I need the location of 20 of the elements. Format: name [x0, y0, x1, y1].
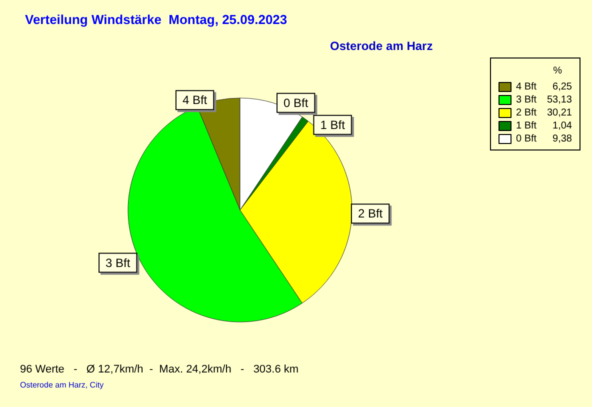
- legend-label: 3 Bft: [516, 94, 537, 106]
- legend-label: 4 Bft: [516, 82, 537, 92]
- data-label: 9,38: [552, 134, 572, 144]
- slice-label: 4 Bft: [182, 93, 208, 108]
- slice-label: 2 Bft: [358, 206, 384, 221]
- legend-title: %: [553, 66, 562, 76]
- category-label: 1 Bft: [320, 118, 345, 132]
- legend-label: 1 Bft: [516, 120, 537, 132]
- text: 96 Werte - Ø 12,7km/h - Max. 24,2km/h - 303.6 km: [20, 364, 299, 376]
- data-label: 1,04: [552, 120, 572, 132]
- data-label: 6,25: [552, 82, 572, 92]
- chart-title: Verteilung Windstärke Montag, 25.09.2023: [25, 12, 288, 27]
- slice-label: 3 Bft: [106, 256, 131, 270]
- data-label: 30,21: [546, 108, 572, 118]
- chart-subtitle: Osterode am Harz: [330, 39, 433, 53]
- slice-label: 0 Bft: [284, 96, 309, 110]
- legend-label: 2 Bft: [516, 108, 537, 118]
- data-label: 53,13: [546, 94, 572, 106]
- legend-label: 0 Bft: [516, 134, 537, 144]
- text: Osterode am Harz, City: [20, 380, 104, 390]
